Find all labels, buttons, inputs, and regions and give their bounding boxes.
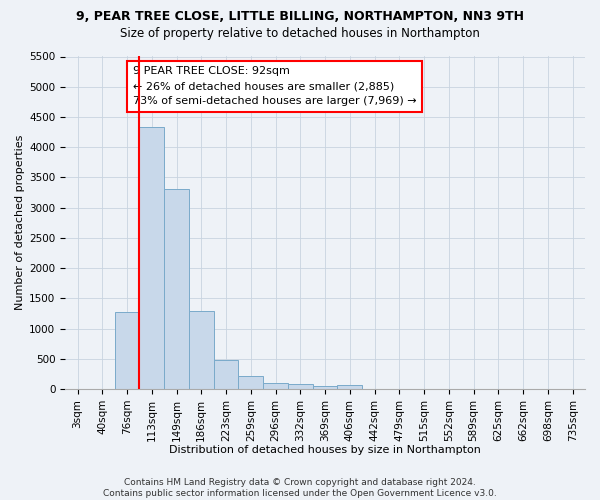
Text: Size of property relative to detached houses in Northampton: Size of property relative to detached ho… xyxy=(120,28,480,40)
Bar xyxy=(115,312,139,389)
Bar xyxy=(189,311,214,389)
Text: Contains HM Land Registry data © Crown copyright and database right 2024.
Contai: Contains HM Land Registry data © Crown c… xyxy=(103,478,497,498)
Bar xyxy=(337,385,362,389)
X-axis label: Distribution of detached houses by size in Northampton: Distribution of detached houses by size … xyxy=(169,445,481,455)
Bar xyxy=(313,386,337,389)
Bar xyxy=(214,360,238,389)
Bar xyxy=(139,127,164,389)
Bar xyxy=(164,190,189,389)
Text: 9 PEAR TREE CLOSE: 92sqm
← 26% of detached houses are smaller (2,885)
73% of sem: 9 PEAR TREE CLOSE: 92sqm ← 26% of detach… xyxy=(133,66,416,106)
Bar xyxy=(238,376,263,389)
Y-axis label: Number of detached properties: Number of detached properties xyxy=(15,135,25,310)
Bar xyxy=(288,384,313,389)
Bar xyxy=(263,383,288,389)
Text: 9, PEAR TREE CLOSE, LITTLE BILLING, NORTHAMPTON, NN3 9TH: 9, PEAR TREE CLOSE, LITTLE BILLING, NORT… xyxy=(76,10,524,23)
